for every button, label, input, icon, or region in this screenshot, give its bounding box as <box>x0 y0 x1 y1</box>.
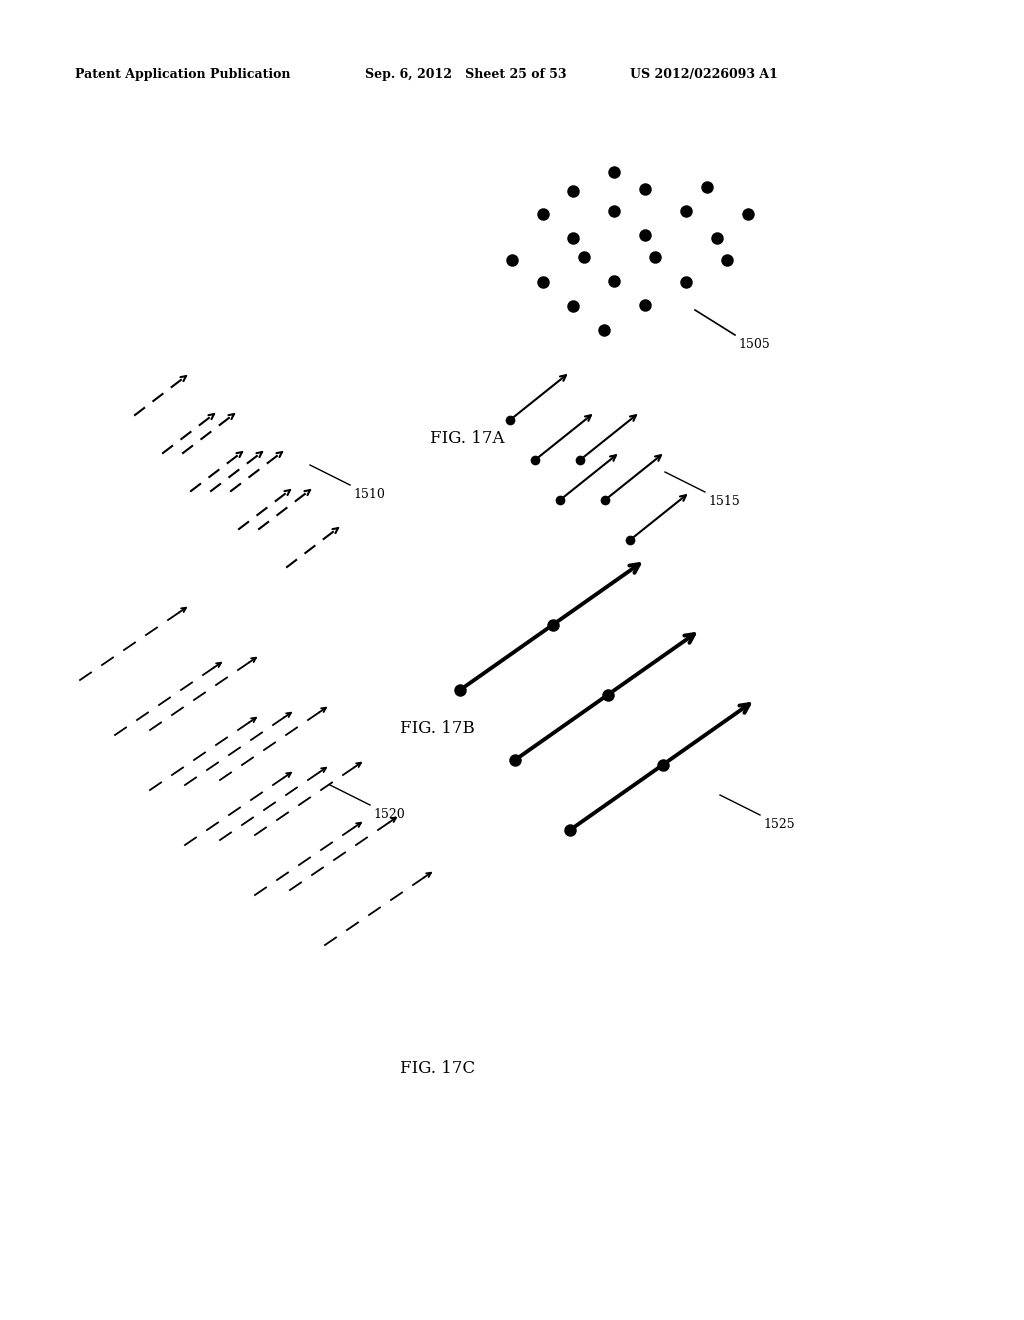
Text: FIG. 17B: FIG. 17B <box>400 719 475 737</box>
Text: Sep. 6, 2012   Sheet 25 of 53: Sep. 6, 2012 Sheet 25 of 53 <box>365 69 566 81</box>
Text: 1520: 1520 <box>373 808 404 821</box>
Text: US 2012/0226093 A1: US 2012/0226093 A1 <box>630 69 778 81</box>
Text: 1515: 1515 <box>708 495 739 508</box>
Text: FIG. 17A: FIG. 17A <box>430 430 505 447</box>
Text: 1510: 1510 <box>353 488 385 502</box>
Text: Patent Application Publication: Patent Application Publication <box>75 69 291 81</box>
Text: 1525: 1525 <box>763 818 795 832</box>
Text: FIG. 17C: FIG. 17C <box>400 1060 475 1077</box>
Text: 1505: 1505 <box>738 338 770 351</box>
